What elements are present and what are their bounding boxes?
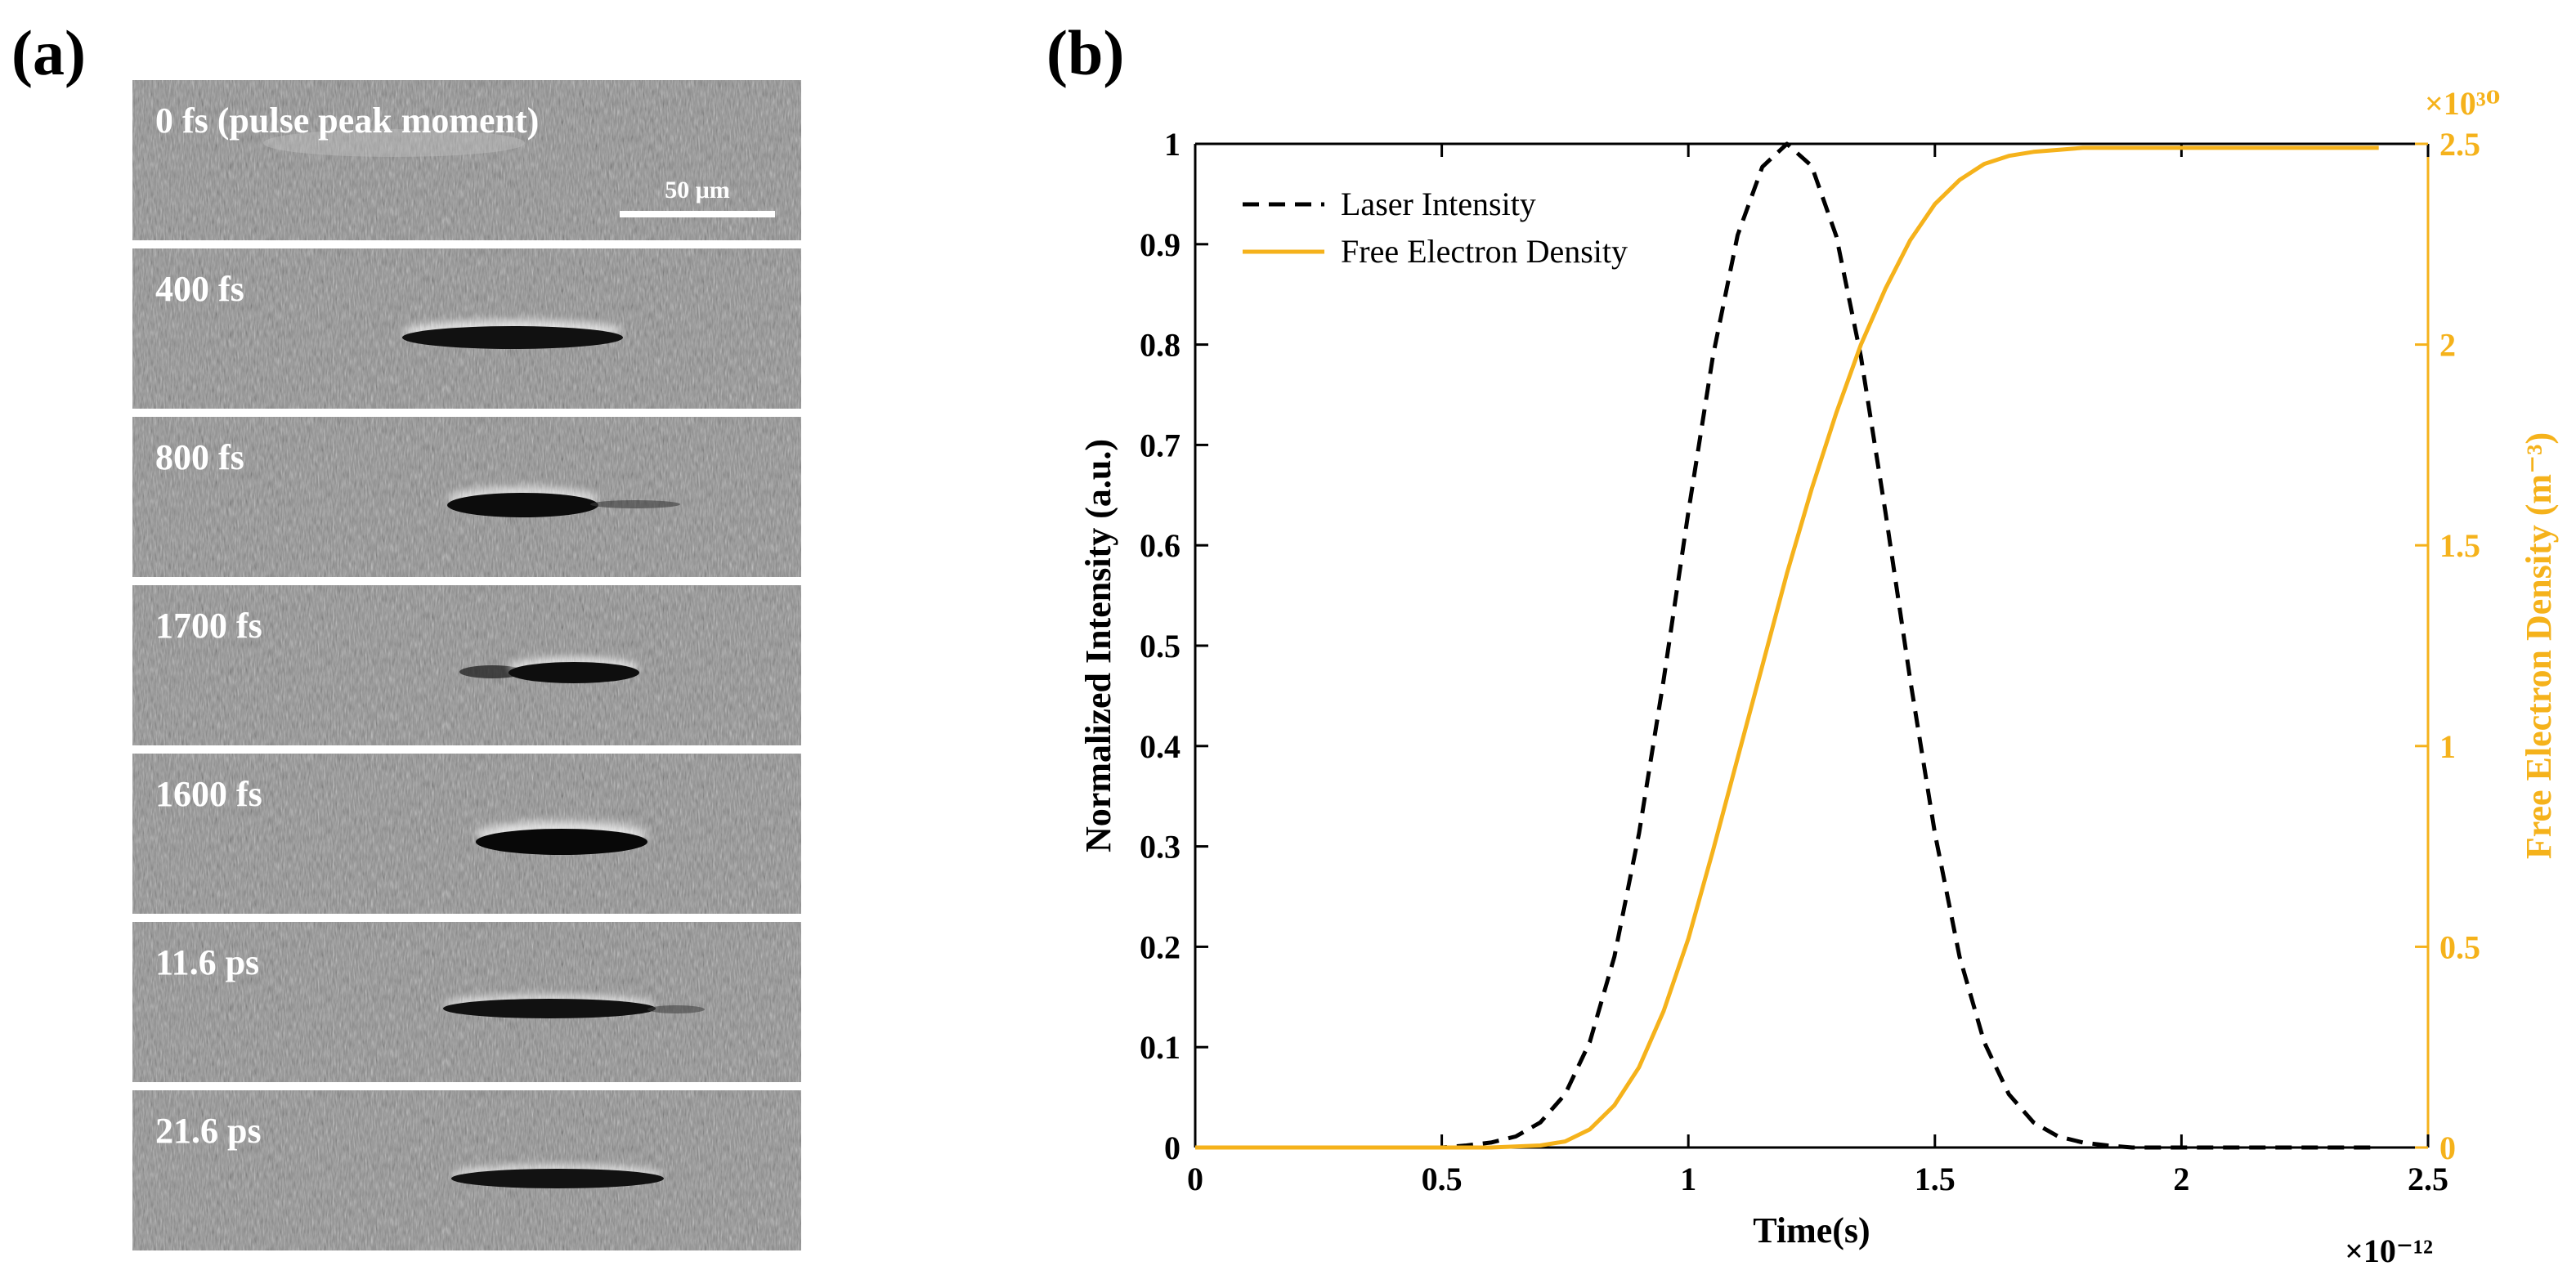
y-tick-label: 0.6 — [1140, 527, 1180, 564]
x-tick-label: 0 — [1187, 1161, 1203, 1197]
y-tick-label: 0.3 — [1140, 829, 1180, 866]
y2-axis-label: Free Electron Density (m⁻³) — [2519, 432, 2559, 859]
image-frame: 800 fs — [132, 417, 801, 577]
frame-time-label: 1700 fs — [155, 606, 262, 646]
y-tick-label: 0 — [1164, 1130, 1180, 1166]
frame-time-label: 800 fs — [155, 437, 244, 477]
scale-bar-label: 50 μm — [665, 177, 730, 204]
scale-bar — [620, 211, 775, 217]
y2-tick-label: 1 — [2439, 728, 2456, 765]
frame-time-label: 21.6 ps — [155, 1111, 262, 1151]
y-tick-label: 1 — [1164, 126, 1180, 163]
y2-tick-label: 2 — [2439, 327, 2456, 364]
y-tick-label: 0.9 — [1140, 226, 1180, 263]
y-tick-label: 0.2 — [1140, 928, 1180, 965]
y-axis-label: Normalized Intensity (a.u.) — [1078, 439, 1118, 852]
y-tick-label: 0.1 — [1140, 1029, 1180, 1066]
image-frame: 11.6 ps — [132, 922, 801, 1082]
x-axis-label: Time(s) — [1753, 1210, 1870, 1250]
y2-exponent-label: ×10³⁰ — [2425, 85, 2500, 122]
y2-tick-label: 2.5 — [2439, 126, 2480, 163]
frame-time-label: 0 fs (pulse peak moment) — [155, 101, 540, 141]
y2-tick-label: 1.5 — [2439, 527, 2480, 564]
y-tick-label: 0.7 — [1140, 427, 1180, 463]
x-tick-label: 1.5 — [1915, 1161, 1956, 1197]
y2-tick-label: 0.5 — [2439, 928, 2480, 965]
image-frame: 21.6 ps — [132, 1090, 801, 1250]
x-exponent-label: ×10⁻¹² — [2345, 1233, 2433, 1269]
laser-intensity-line — [1195, 141, 2379, 1150]
frame-time-label: 1600 fs — [155, 774, 262, 814]
electron-density-line — [1195, 145, 2379, 1150]
y-tick-label: 0.5 — [1140, 628, 1180, 664]
y-tick-label: 0.8 — [1140, 327, 1180, 364]
image-frame: 1700 fs — [132, 585, 801, 745]
panel-label-b: (b) — [1046, 17, 1125, 88]
x-tick-label: 1 — [1680, 1161, 1696, 1197]
x-tick-label: 2.5 — [2408, 1161, 2448, 1197]
frame-time-label: 400 fs — [155, 269, 244, 309]
image-frame: 0 fs (pulse peak moment) 50 μm — [132, 80, 801, 240]
x-tick-label: 0.5 — [1422, 1161, 1463, 1197]
panel-label-a: (a) — [11, 17, 86, 88]
legend-entry: Laser Intensity — [1341, 186, 1536, 222]
image-frame: 400 fs — [132, 248, 801, 409]
image-frame: 1600 fs — [132, 754, 801, 914]
frame-time-label: 11.6 ps — [155, 942, 260, 982]
y2-tick-label: 0 — [2439, 1130, 2456, 1166]
x-tick-label: 2 — [2173, 1161, 2189, 1197]
legend-entry: Free Electron Density — [1341, 233, 1628, 270]
y-tick-label: 0.4 — [1140, 728, 1180, 765]
